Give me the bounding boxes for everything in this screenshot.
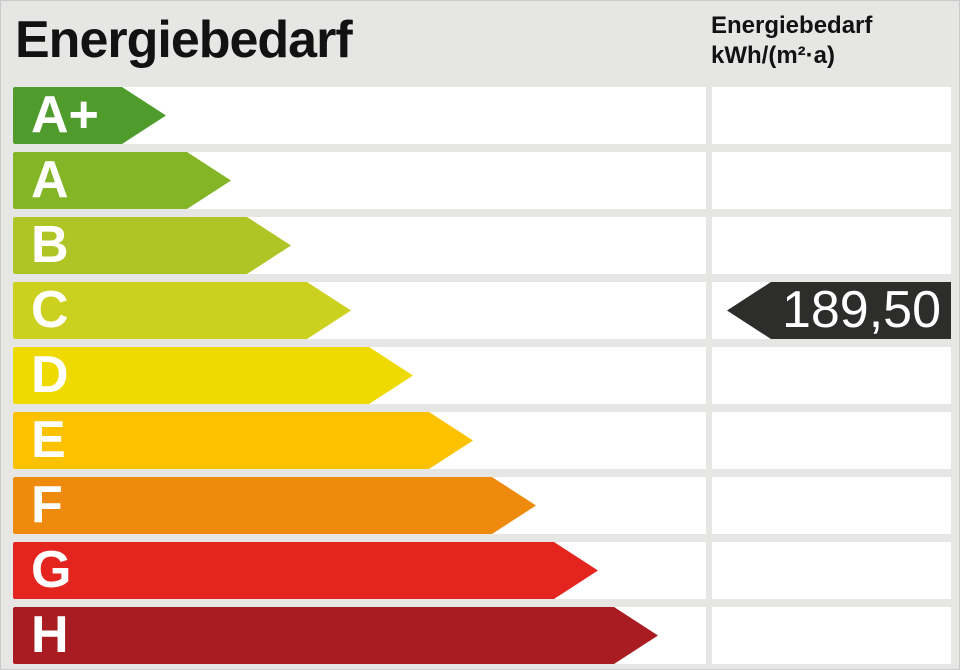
energy-row: A xyxy=(1,152,959,209)
unit-header-line2: kWh/(m²·a) xyxy=(711,42,835,69)
energy-class-label: A+ xyxy=(31,86,99,144)
energy-row: F xyxy=(1,477,959,534)
energy-row: C 189,50 xyxy=(1,282,959,339)
energy-class-label: F xyxy=(31,476,63,534)
value-column-cell xyxy=(712,87,951,144)
energy-row: G xyxy=(1,542,959,599)
energy-bar-C: C xyxy=(13,282,351,339)
energy-class-label: H xyxy=(31,606,69,664)
energy-row: D xyxy=(1,347,959,404)
value-column-cell xyxy=(712,477,951,534)
unit-header-line1: Energiebedarf xyxy=(711,12,873,39)
energy-class-label: B xyxy=(31,216,69,274)
energy-bar-E: E xyxy=(13,412,473,469)
energy-row: A+ xyxy=(1,86,959,144)
value-column-cell xyxy=(712,347,951,404)
energy-bar-H: H xyxy=(13,607,658,664)
energy-class-label: A xyxy=(31,151,69,209)
value-column-cell xyxy=(712,217,951,274)
energy-class-label: E xyxy=(31,411,66,469)
value-badge: 189,50 xyxy=(727,282,951,339)
energy-bar-B: B xyxy=(13,217,291,274)
value-column-cell xyxy=(712,152,951,209)
energy-bar-G: G xyxy=(13,542,598,599)
energy-bar-F: F xyxy=(13,477,536,534)
value-badge-text: 189,50 xyxy=(781,281,941,339)
energy-class-label: D xyxy=(31,346,69,404)
page-title: Energiebedarf xyxy=(15,11,353,69)
energy-row: B xyxy=(1,217,959,274)
energy-class-label: G xyxy=(31,541,72,599)
value-column-cell xyxy=(712,412,951,469)
energy-bar-D: D xyxy=(13,347,413,404)
energy-class-label: C xyxy=(31,281,69,339)
unit-header: Energiebedarf kWh/(m²·a) xyxy=(711,11,872,71)
value-column-cell xyxy=(712,542,951,599)
value-column-cell xyxy=(712,607,951,664)
energy-row: H xyxy=(1,607,959,664)
energy-bar-A: A xyxy=(13,152,231,209)
energy-row: E xyxy=(1,412,959,469)
